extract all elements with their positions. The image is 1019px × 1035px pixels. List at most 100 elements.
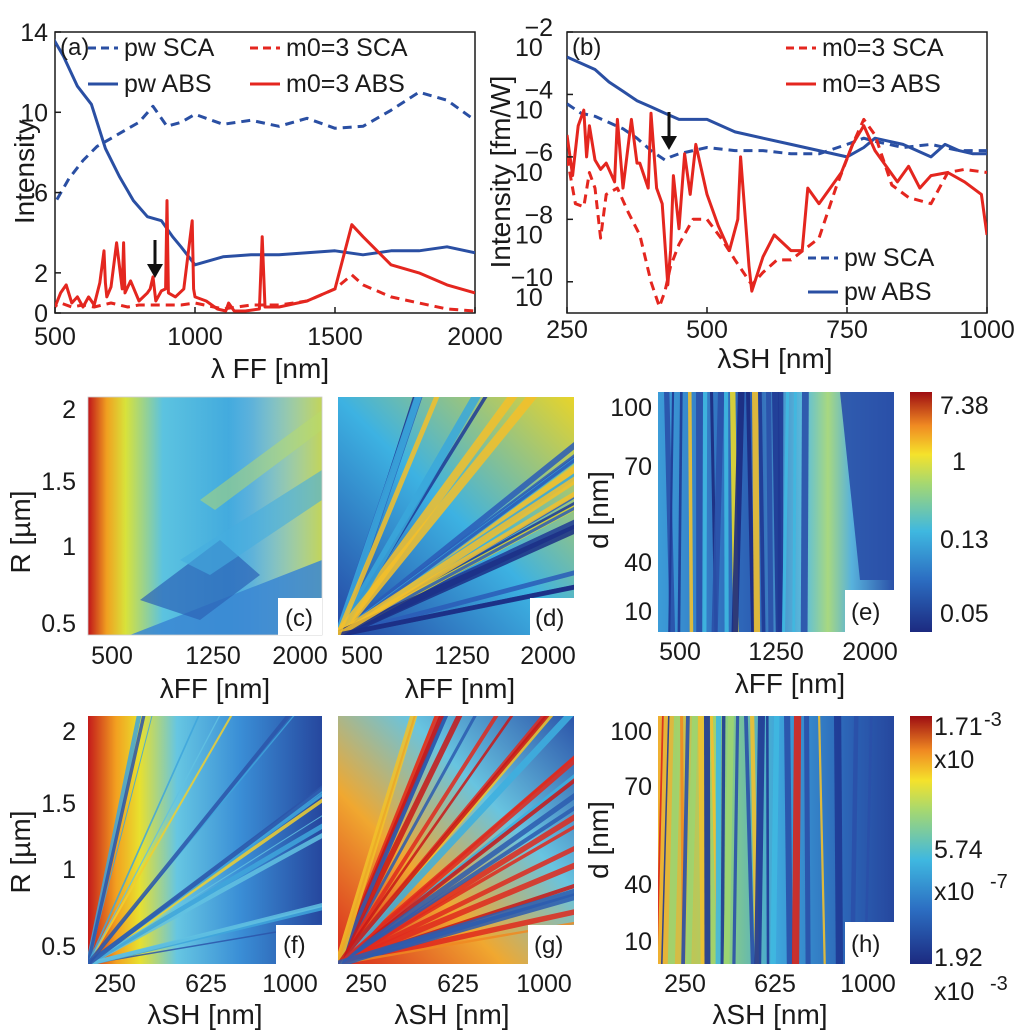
panel-h-ytick: 70 bbox=[624, 773, 652, 801]
panel-b-ytick-base: 10 bbox=[515, 284, 543, 312]
colorbar-top-label: 1 bbox=[952, 448, 966, 476]
panel-b-xtick: 250 bbox=[546, 316, 588, 344]
panel-b-label: (b) bbox=[572, 34, 601, 61]
heatmap-stripe bbox=[711, 392, 725, 632]
panel-b-ytick-base: 10 bbox=[515, 221, 543, 249]
panel-h-xtick: 250 bbox=[664, 970, 706, 998]
heatmap-stripe bbox=[791, 716, 802, 964]
heatmap-stripe bbox=[732, 716, 740, 964]
panel-h-ytick: 100 bbox=[610, 718, 652, 746]
heatmap-ray bbox=[338, 570, 574, 635]
panel-b-xtick: 500 bbox=[686, 316, 728, 344]
panel-d-xtick: 1250 bbox=[434, 642, 490, 670]
heatmap-stripe bbox=[677, 392, 683, 632]
heatmap-ray bbox=[338, 888, 574, 964]
legend-b-pw-sca: pw SCA bbox=[844, 244, 935, 272]
panel-c-ytick: 2 bbox=[62, 396, 76, 424]
panel-f-xtick: 625 bbox=[185, 970, 227, 998]
heatmap-ray bbox=[88, 716, 221, 964]
panel-g-heatmap: (g) 250 625 1000 λSH [nm] bbox=[338, 716, 574, 1030]
colorbar-bottom-label: -7 bbox=[990, 871, 1008, 893]
panel-d-xtick: 500 bbox=[341, 642, 383, 670]
panel-a-xlabel: λ FF [nm] bbox=[211, 353, 329, 384]
heatmap-ray bbox=[338, 716, 449, 964]
panel-g-xtick: 250 bbox=[345, 970, 387, 998]
heatmap-ray bbox=[338, 778, 574, 964]
colorbar-bottom-label: x10 bbox=[934, 878, 974, 906]
panel-h-xtick: 625 bbox=[754, 970, 796, 998]
panel-a-label: (a) bbox=[60, 34, 89, 61]
panel-e-ytick: 40 bbox=[624, 549, 652, 577]
series-b-m0-3-abs bbox=[567, 108, 987, 293]
panel-b-xtick: 750 bbox=[826, 316, 868, 344]
colorbar-bottom bbox=[910, 716, 932, 964]
heatmap-ray bbox=[338, 716, 550, 964]
series-b-pw-sca bbox=[567, 102, 987, 162]
heatmap-ray bbox=[88, 815, 322, 964]
legend-a-pw-abs: pw ABS bbox=[124, 70, 212, 98]
panel-e-heatmap: (e) 100 70 40 10 500 1250 2000 d [nm] λF… bbox=[583, 392, 989, 699]
panel-a-ytick: 14 bbox=[20, 19, 48, 47]
panel-b-frame bbox=[566, 31, 988, 314]
panel-d-label-box bbox=[530, 598, 574, 635]
heatmap-ray bbox=[338, 524, 574, 635]
heatmap-ray bbox=[88, 716, 291, 964]
panel-b-ytick-base: 10 bbox=[515, 34, 543, 62]
heatmap-ray bbox=[338, 921, 574, 964]
panel-a-ytick: 2 bbox=[34, 260, 48, 288]
panel-a-xtick: 1500 bbox=[307, 323, 363, 351]
panel-b-ytick-exp: −8 bbox=[524, 201, 553, 229]
colorbar-bottom-label: 1.71 bbox=[934, 713, 983, 741]
heatmap-ray bbox=[338, 476, 574, 635]
heatmap-ray bbox=[88, 716, 200, 964]
panel-e-ytick: 10 bbox=[624, 598, 652, 626]
panel-f-ytick: 2 bbox=[62, 718, 76, 746]
heatmap-stripe bbox=[661, 716, 670, 964]
colorbar-top-label: 0.05 bbox=[940, 600, 989, 628]
panel-b-ylabel: Intensity [fm/W] bbox=[485, 76, 516, 269]
heatmap-ray bbox=[338, 716, 463, 964]
heatmap-stripe bbox=[664, 392, 676, 632]
panel-g-xlabel: λSH [nm] bbox=[394, 999, 509, 1030]
panel-g-label-box bbox=[528, 925, 574, 964]
heatmap-ray bbox=[338, 716, 574, 964]
heatmap-stripe bbox=[681, 716, 690, 964]
panel-c-xtick: 500 bbox=[91, 642, 133, 670]
heatmap-ray bbox=[88, 902, 322, 964]
colorbar-bottom-label: -3 bbox=[984, 709, 1002, 731]
series-a-m0-3-abs bbox=[55, 199, 475, 313]
colorbar-bottom-label: x10 bbox=[934, 746, 974, 774]
heatmap-stripe bbox=[744, 716, 755, 964]
panel-e-xtick: 500 bbox=[659, 638, 701, 666]
panel-b-ytick-exp: −10 bbox=[511, 264, 553, 292]
panel-b-ytick-exp: −2 bbox=[524, 14, 553, 42]
panel-f-heatmap: (f) 2 1.5 1 0.5 250 625 1000 R [µm] λSH … bbox=[5, 716, 322, 1030]
panel-c-ytick: 1.5 bbox=[41, 468, 76, 496]
panel-f-xlabel: λSH [nm] bbox=[147, 999, 262, 1030]
heatmap-stripe bbox=[864, 716, 873, 964]
heatmap-stripe bbox=[800, 392, 809, 632]
heatmap-stripe bbox=[818, 716, 826, 964]
heatmap-ray bbox=[338, 397, 538, 635]
panel-c-xlabel: λFF [nm] bbox=[160, 673, 270, 704]
legend-b-m0-sca: m0=3 SCA bbox=[822, 34, 944, 62]
panel-a-xtick: 1000 bbox=[167, 323, 223, 351]
panel-f-xtick: 250 bbox=[94, 970, 136, 998]
panel-h-xlabel: λSH [nm] bbox=[712, 999, 827, 1030]
heatmap-stripe bbox=[724, 392, 729, 632]
heatmap-ray bbox=[88, 716, 146, 964]
heatmap-stripe bbox=[668, 392, 675, 632]
panel-f-xtick: 1000 bbox=[262, 970, 318, 998]
panel-f-ytick: 1 bbox=[62, 856, 76, 884]
heatmap-stripe bbox=[792, 392, 797, 632]
panel-b-xlabel: λSH [nm] bbox=[717, 343, 832, 374]
heatmap-stripe bbox=[685, 716, 698, 964]
panel-a-xtick: 500 bbox=[34, 323, 76, 351]
panel-c-label: (c) bbox=[285, 605, 313, 632]
heatmap-ray bbox=[88, 832, 322, 964]
colorbar-bottom-label: 5.74 bbox=[934, 836, 983, 864]
heatmap-ray bbox=[338, 716, 499, 964]
legend-a-pw-sca: pw SCA bbox=[124, 34, 215, 62]
panel-d-heatmap: (d) 500 1250 2000 λFF [nm] bbox=[338, 397, 576, 704]
